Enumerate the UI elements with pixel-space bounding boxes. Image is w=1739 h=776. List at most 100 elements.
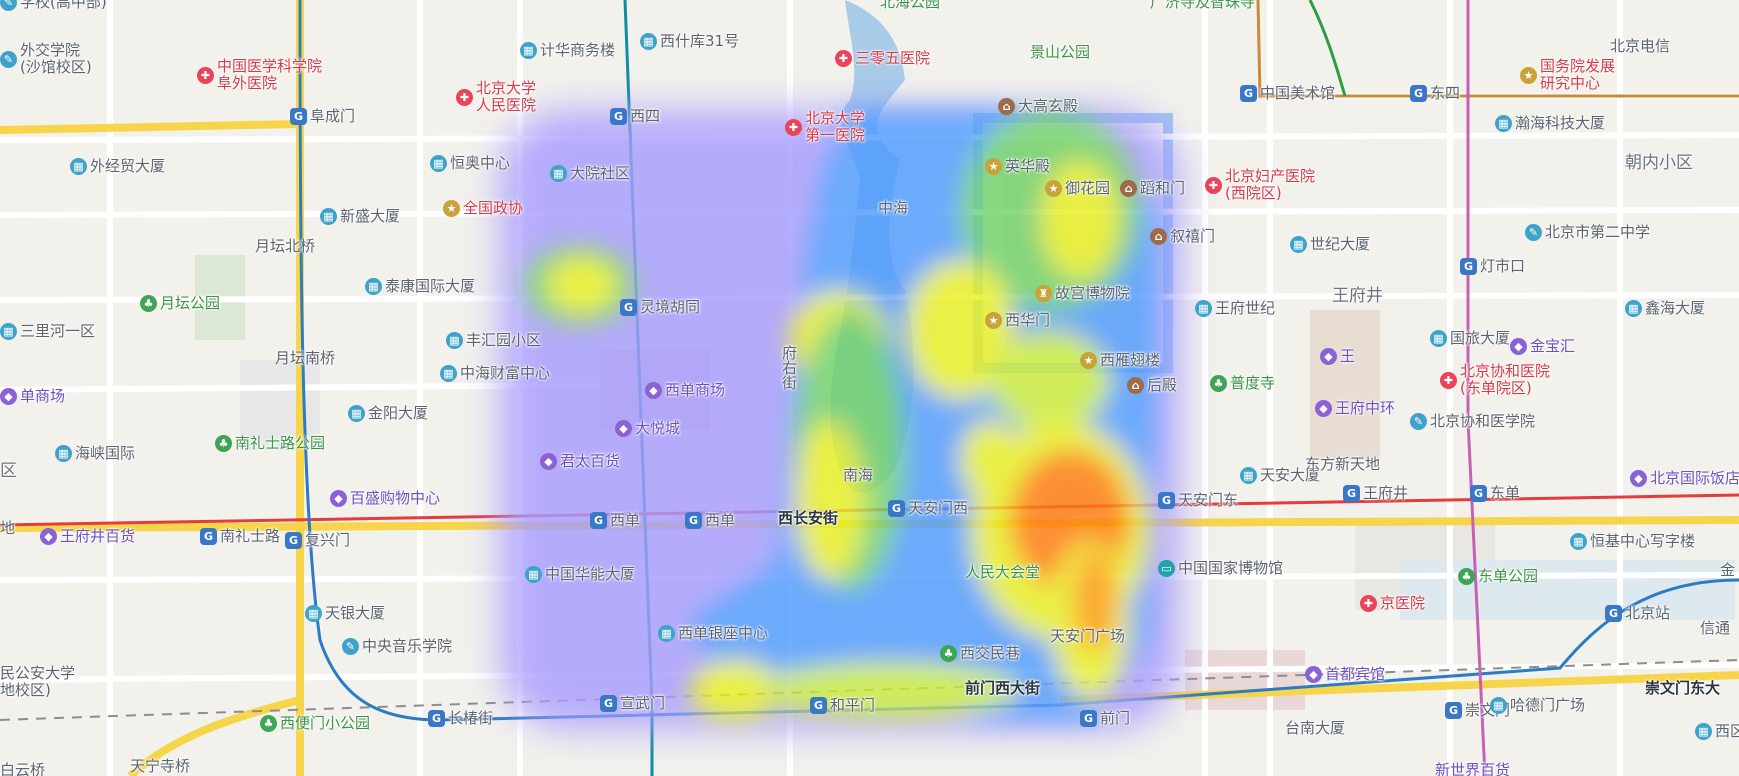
poi-xijiaominxiang[interactable]: ♣ 西交民巷 [940,645,1020,662]
poi-fuchan[interactable]: ✚ 北京妇产医院 (西院区) [1205,168,1315,202]
poi-yuetan[interactable]: ♣ 月坛公园 [140,295,220,312]
poi-jin[interactable]: 金 [1720,562,1735,579]
poi-baiyunqiao[interactable]: 白云桥 [0,762,45,776]
poi-shoudubinguan[interactable]: ◆ 首都宾馆 [1305,666,1385,683]
poi-dongdanpark[interactable]: ♣ 东单公园 [1458,568,1538,585]
poi-jingyiyuan[interactable]: ✚ 京医院 [1360,595,1425,612]
poi-yuetannan[interactable]: 月坛南桥 [275,350,335,367]
poi-juntai[interactable]: ◆ 君太百货 [540,453,620,470]
poi-jinyang[interactable]: ▦ 金阳大厦 [348,405,428,422]
poi-tianningsi[interactable]: 天宁寺桥 [130,758,190,775]
poi-beijingzhan[interactable]: G 北京站 [1605,605,1670,622]
poi-pudusi[interactable]: ♣ 普度寺 [1210,375,1275,392]
poi-xiqu[interactable]: ▦ 西区 [1695,723,1739,740]
poi-chaonei[interactable]: 朝内小区 [1625,155,1693,172]
poi-hengao[interactable]: ▦ 恒奥中心 [430,155,510,172]
poi-daxuandian[interactable]: ⌂ 大高玄殿 [998,98,1078,115]
poi-beihai[interactable]: 北海公园 [880,0,940,11]
poi-zhonghai[interactable]: 中海 [878,200,908,217]
poi-changchunjie[interactable]: G 长椿街 [428,710,493,727]
poi-di[interactable]: 地 [0,520,15,537]
poi-zhenhemen[interactable]: ⌂ 蹈和门 [1120,180,1185,197]
poi-sanlihe[interactable]: ▦ 三里河一区 [0,323,95,340]
poi-lingjing[interactable]: G 灵境胡同 [620,299,700,316]
poi-beida-renmin[interactable]: ✚ 北京大学 人民医院 [456,80,536,114]
poi-zhongyi[interactable]: ✚ 中国医学科学院 阜外医院 [197,58,322,92]
poi-tiananda[interactable]: ▦ 天安大厦 [1240,467,1320,484]
poi-nanlishilu[interactable]: G 南礼士路 [200,528,280,545]
poi-yinyue[interactable]: ✎ 中央音乐学院 [342,638,452,655]
poi-taikang[interactable]: ▦ 泰康国际大厦 [365,278,475,295]
poi-dongsi[interactable]: G 东四 [1410,85,1460,102]
poi-wangfujing-metro[interactable]: G 王府井 [1343,485,1408,502]
poi-baisheng[interactable]: ◆ 百盛购物中心 [330,490,440,507]
poi-wang[interactable]: ◆ 王 [1320,348,1355,365]
poi-zhonghaicaifu[interactable]: ▦ 中海财富中心 [440,365,550,382]
poi-qu[interactable]: 区 [0,463,17,480]
poi-xishiku[interactable]: ▦ 西什库31号 [640,33,739,50]
poi-hengji[interactable]: ▦ 恒基中心写字楼 [1570,533,1695,550]
poi-school-top[interactable]: ✎ 学校(高中部) [0,0,107,11]
poi-guangji[interactable]: 广济寺及智珠寺 [1150,0,1255,11]
poi-renmindahuitang[interactable]: 人民大会堂 [965,564,1040,581]
poi-gugong[interactable]: ♜ 故宫博物院 [1035,285,1130,302]
poi-xinsheng[interactable]: ▦ 新盛大厦 [320,208,400,225]
poi-guojifandian[interactable]: ◆ 北京国际饭店 [1630,470,1739,487]
poi-fuxingmen[interactable]: G 复兴门 [285,532,350,549]
poi-jihua[interactable]: ▦ 计华商务楼 [520,42,615,59]
poi-guowuyuan[interactable]: ★ 国务院发展 研究中心 [1520,58,1615,92]
poi-guolv[interactable]: ▦ 国旅大厦 [1430,330,1510,347]
poi-dayuan[interactable]: ▦ 大院社区 [550,165,630,182]
poi-fuchengmen[interactable]: G 阜成门 [290,108,355,125]
poi-tainan[interactable]: 台南大厦 [1285,720,1345,737]
poi-nanhai[interactable]: 南海 [843,467,873,484]
poi-gongan[interactable]: 民公安大学 地校区) [0,665,75,699]
poi-wangfujing[interactable]: 王府井 [1332,288,1383,305]
poi-jingshan[interactable]: 景山公园 [1030,44,1090,61]
poi-yuetanbei[interactable]: 月坛北桥 [255,238,315,255]
poi-xidanyinzuo[interactable]: ▦ 西单银座中心 [658,625,768,642]
poi-waijingmao[interactable]: ▦ 外经贸大厦 [70,158,165,175]
poi-dongdan[interactable]: G 东单 [1470,485,1520,502]
poi-xidanshangchang[interactable]: ◆ 西单商场 [645,382,725,399]
poi-xidan[interactable]: G 西单 [590,512,640,529]
poi-shangchang[interactable]: ◆ 单商场 [0,388,65,405]
poi-xidan2[interactable]: G 西单 [685,512,735,529]
poi-huaneng[interactable]: ▦ 中国华能大厦 [525,566,635,583]
poi-xuxi[interactable]: ⌂ 叙禧门 [1150,228,1215,245]
poi-tiananmendong[interactable]: G 天安门东 [1158,492,1238,509]
poi-fuyoujie[interactable]: 府右街 [780,345,798,390]
poi-tiananmenguangchang[interactable]: 天安门广场 [1050,628,1125,645]
poi-waijiao[interactable]: ✎ 外交学院 (沙馆校区) [0,42,92,76]
poi-hanhai[interactable]: ▦ 瀚海科技大厦 [1495,115,1605,132]
poi-xihuamen[interactable]: ★ 西华门 [985,312,1050,329]
poi-hademen[interactable]: ▦ 哈德门广场 [1490,697,1585,714]
poi-haixia[interactable]: ▦ 海峡国际 [55,445,135,462]
poi-guobo[interactable]: ▭ 中国国家博物馆 [1158,560,1283,577]
poi-nanlishilu-park[interactable]: ♣ 南礼士路公园 [215,435,325,452]
poi-qianmen[interactable]: G 前门 [1080,710,1130,727]
poi-xiehe-yixue[interactable]: ✎ 北京协和医学院 [1410,413,1535,430]
poi-yinghua[interactable]: ★ 英华殿 [985,158,1050,175]
poi-dengshikou[interactable]: G 灯市口 [1460,258,1525,275]
poi-beijingdianxin[interactable]: 北京电信 [1610,38,1670,55]
poi-xichanganjie[interactable]: 西长安街 [778,510,838,527]
poi-fenghuiyuan[interactable]: ▦ 丰汇园小区 [446,332,541,349]
poi-beida-diyi[interactable]: ✚ 北京大学 第一医院 [785,110,865,144]
poi-tiananmenxi[interactable]: G 天安门西 [888,500,968,517]
poi-xiehe[interactable]: ✚ 北京协和医院 (东单院区) [1440,363,1550,397]
poi-wangfujingbaihuo[interactable]: ◆ 王府井百货 [40,528,135,545]
poi-dayuecheng[interactable]: ◆ 大悦城 [615,420,680,437]
poi-xinshijie[interactable]: 新世界百货 [1435,762,1510,776]
poi-xinxin[interactable]: 信通 [1700,620,1730,637]
poi-houdian[interactable]: ⌂ 后殿 [1127,377,1177,394]
poi-qianmenxidajie[interactable]: 前门西大街 [965,680,1040,697]
poi-quanguozhengxie[interactable]: ★ 全国政协 [443,200,523,217]
poi-meishuguan[interactable]: G 中国美术馆 [1240,85,1335,102]
poi-xiyanchi[interactable]: ★ 西雁翅楼 [1080,352,1160,369]
poi-dongfang[interactable]: 东方新天地 [1305,456,1380,473]
poi-tianyin[interactable]: ▦ 天银大厦 [305,605,385,622]
poi-sanlingwu[interactable]: ✚ 三零五医院 [835,50,930,67]
poi-xisi[interactable]: G 西四 [610,108,660,125]
